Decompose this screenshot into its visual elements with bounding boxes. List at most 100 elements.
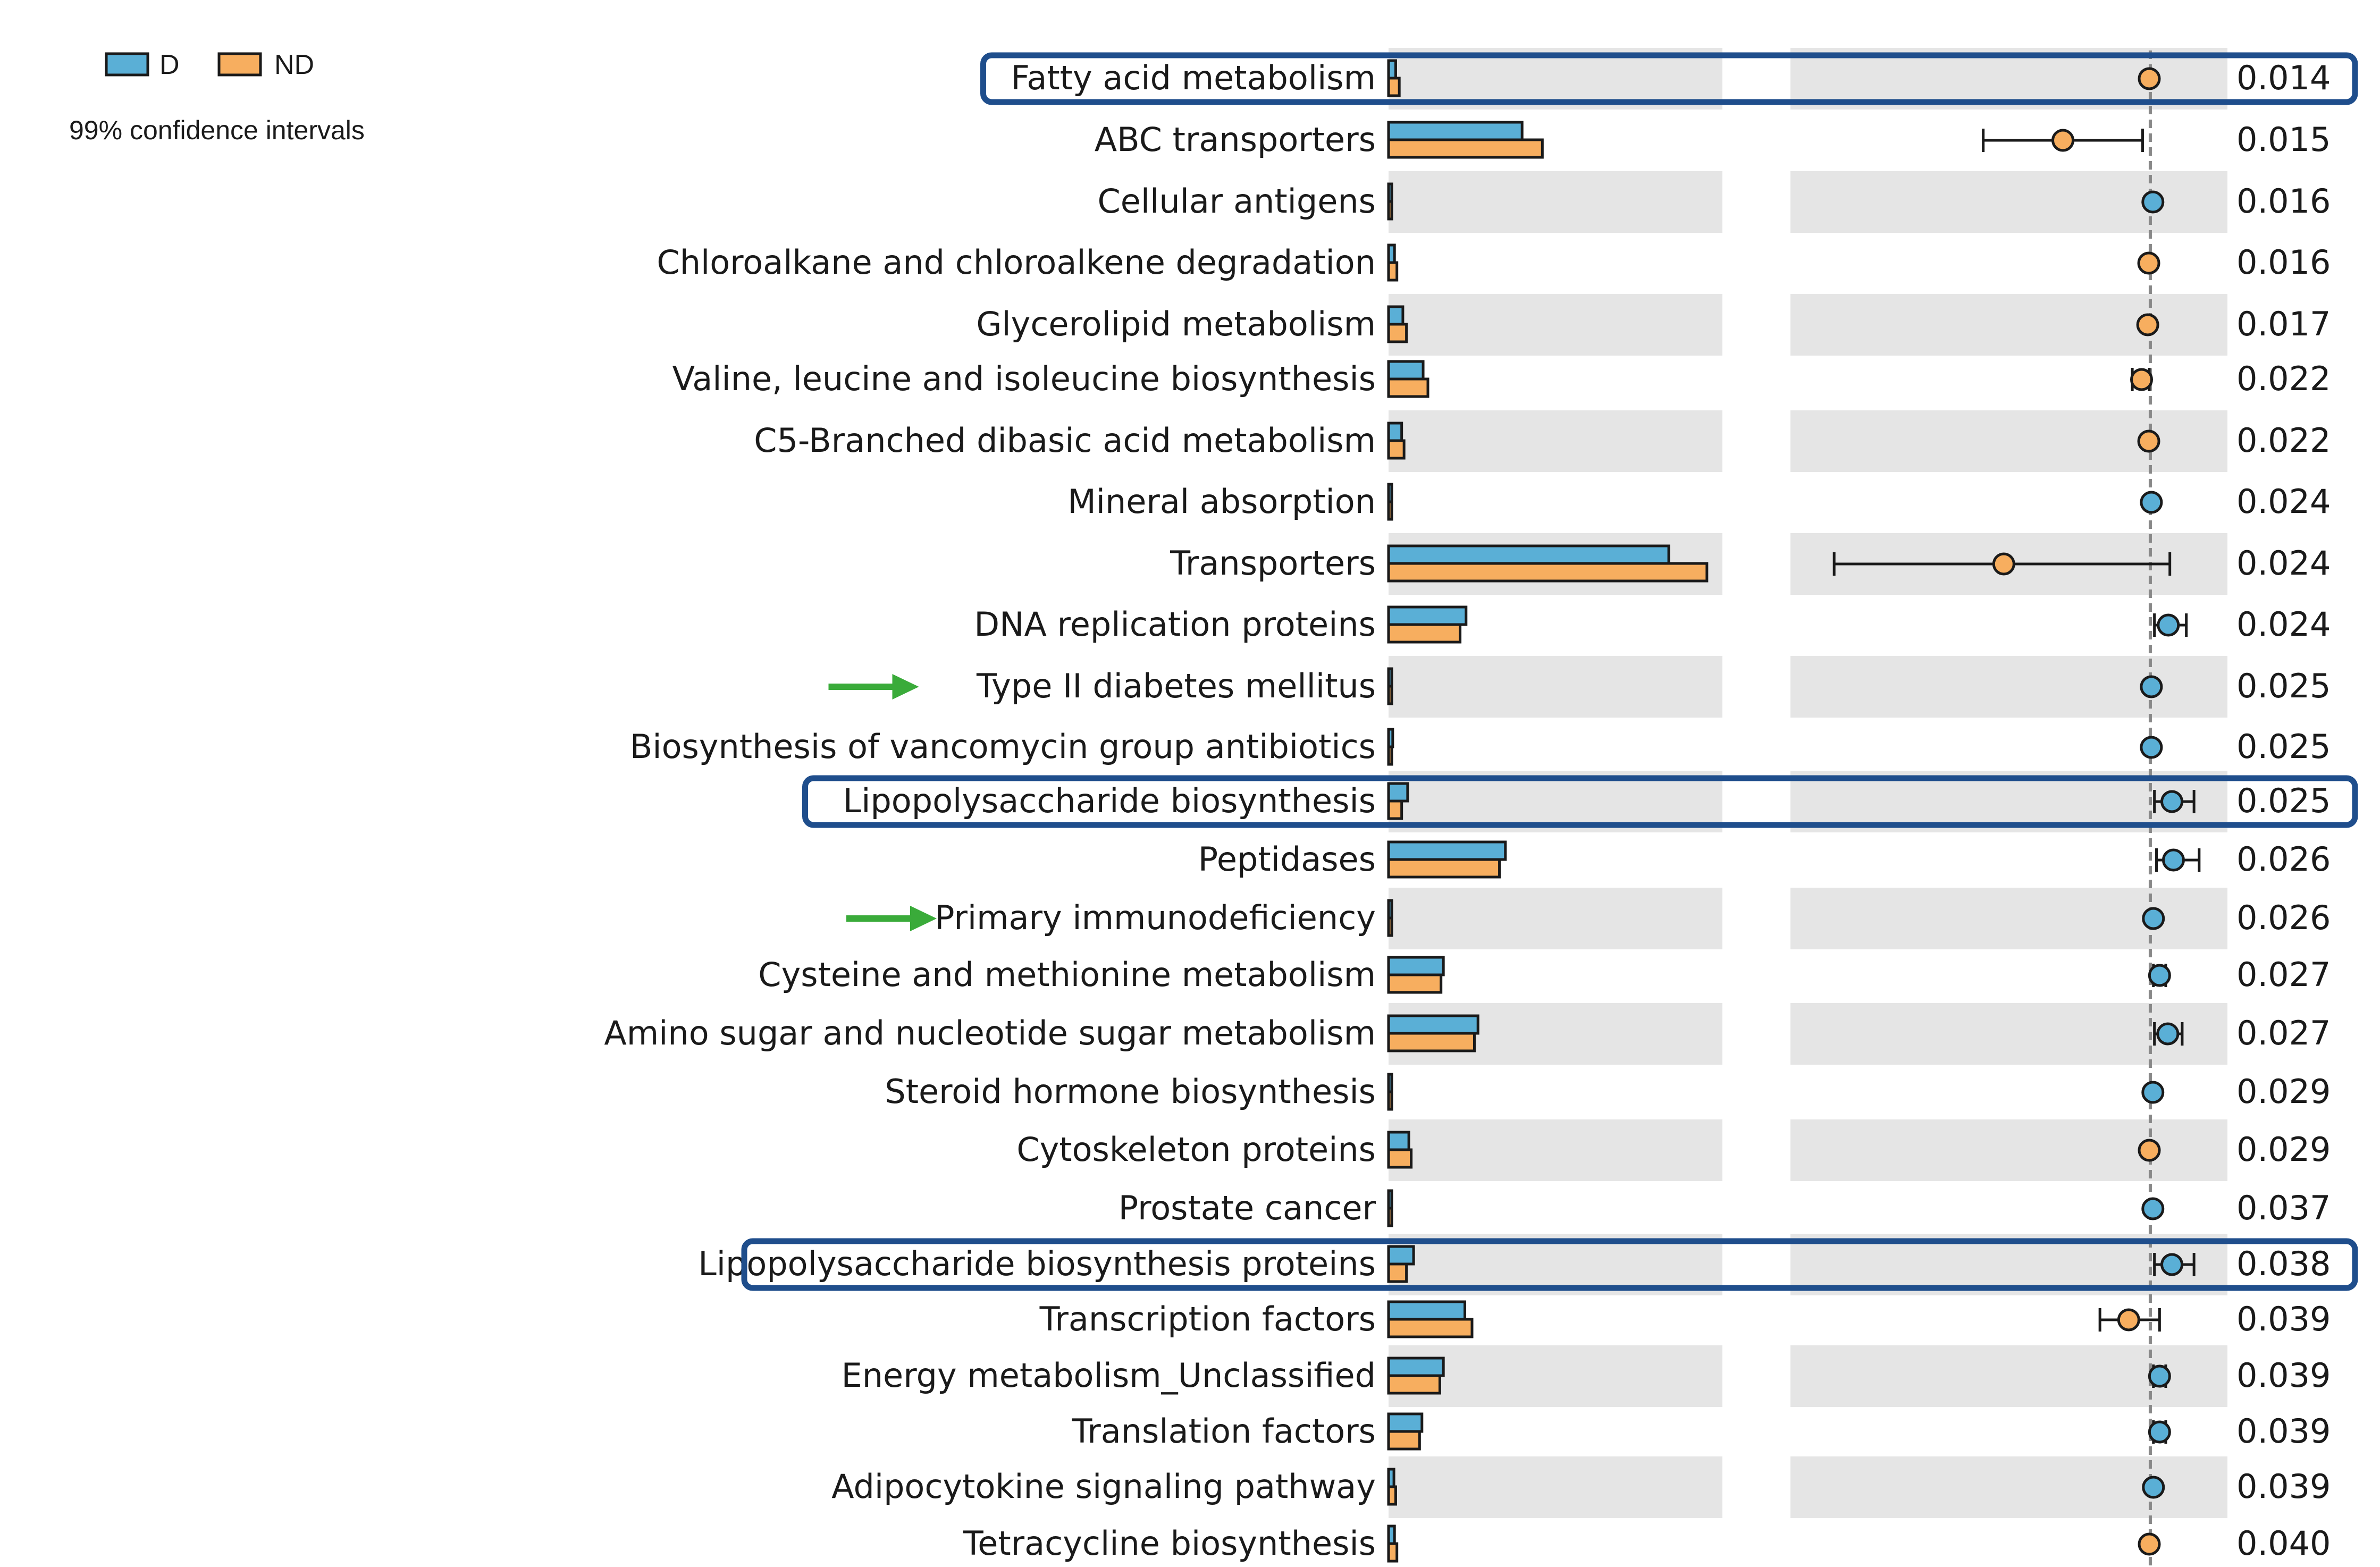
diff-point (2141, 1197, 2165, 1220)
bar-d (1387, 305, 1405, 326)
chart-row: Transporters 0.024 (1170, 544, 2331, 583)
row-label: Adipocytokine signaling pathway (831, 1467, 1376, 1506)
bar-nd (1387, 562, 1709, 583)
chart-row: Lipopolysaccharide biosynthesis 0.025 (843, 781, 2331, 820)
p-value: 0.014 (2236, 58, 2331, 97)
bar-nd (1387, 1032, 1476, 1052)
bar-nd (1387, 138, 1544, 159)
bar-nd (1387, 261, 1399, 282)
diff-point (2051, 129, 2075, 152)
chart-row: Primary immunodeficiency 0.026 (846, 898, 2331, 937)
bar-nd (1387, 1542, 1399, 1563)
chart-rows: Fatty acid metabolism 0.014 ABC transporte… (604, 58, 2331, 1563)
chart-row: Biosynthesis of vancomycin group antibio… (630, 727, 2331, 766)
row-label: Primary immunodeficiency (935, 898, 1376, 937)
p-value: 0.025 (2236, 667, 2331, 705)
row-label: Energy metabolism_Unclassified (842, 1356, 1376, 1395)
p-value: 0.025 (2236, 781, 2331, 820)
row-band (1790, 1119, 2227, 1181)
highlight-boxes (741, 52, 2358, 1291)
row-label: Fatty acid metabolism (1011, 58, 1376, 97)
bar-nd (1387, 685, 1393, 705)
bar-nd (1387, 1374, 1441, 1395)
diff-point (1992, 552, 2015, 576)
legend-swatch-d (105, 52, 149, 77)
diff-point (2142, 907, 2165, 930)
row-label: Type II diabetes mellitus (976, 667, 1376, 705)
p-value: 0.015 (2236, 120, 2331, 159)
diff-point (2156, 1022, 2180, 1046)
diff-point (2162, 848, 2185, 872)
bar-d (1387, 1524, 1396, 1545)
row-label: Cellular antigens (1097, 182, 1376, 221)
p-value: 0.040 (2236, 1524, 2331, 1563)
bar-d (1387, 182, 1393, 203)
chart-row: DNA replication proteins 0.024 (974, 605, 2331, 644)
chart-row: Translation factors 0.039 (1072, 1412, 2331, 1451)
bar-nd (1387, 1485, 1397, 1506)
diff-point (2160, 790, 2184, 813)
diff-point (2140, 736, 2163, 759)
highlight-box (741, 1238, 2358, 1291)
row-label: Lipopolysaccharide biosynthesis (843, 781, 1376, 820)
row-band (1389, 294, 1722, 356)
p-value: 0.027 (2236, 955, 2331, 994)
diff-point (2148, 964, 2171, 987)
bar-nd (1387, 1090, 1393, 1111)
row-label: Cysteine and methionine metabolism (758, 955, 1376, 994)
bar-d (1387, 483, 1393, 503)
legend: D ND 99% confidence intervals (69, 49, 365, 145)
highlight-box (802, 775, 2358, 828)
bar-d (1387, 360, 1425, 381)
chart-row: Cytoskeleton proteins 0.029 (1016, 1130, 2331, 1169)
row-band (1790, 294, 2227, 356)
bar-d (1387, 1468, 1395, 1488)
chart-row: Mineral absorption 0.024 (1067, 482, 2331, 521)
row-label: Steroid hormone biosynthesis (885, 1072, 1376, 1111)
chart-row: Adipocytokine signaling pathway 0.039 (831, 1467, 2331, 1506)
row-label: Amino sugar and nucleotide sugar metabol… (604, 1014, 1376, 1052)
bar-d (1387, 1131, 1410, 1151)
bar-nd (1387, 77, 1401, 97)
bar-d (1387, 605, 1468, 626)
diff-point (2138, 1532, 2161, 1556)
p-value: 0.039 (2236, 1412, 2331, 1451)
legend-label-nd: ND (274, 49, 314, 80)
bar-d (1387, 1357, 1445, 1377)
row-label: DNA replication proteins (974, 605, 1376, 644)
diff-point (2141, 1081, 2165, 1104)
p-value: 0.037 (2236, 1189, 2331, 1227)
bar-d (1387, 840, 1507, 861)
row-band (1389, 1456, 1722, 1518)
p-value: 0.022 (2236, 359, 2331, 398)
row-band (1389, 888, 1722, 949)
row-band (1389, 656, 1722, 718)
p-value: 0.039 (2236, 1300, 2331, 1338)
diff-point (2141, 190, 2165, 214)
p-value: 0.026 (2236, 840, 2331, 879)
bar-d (1387, 1300, 1467, 1321)
bar-nd (1387, 200, 1393, 221)
p-value: 0.017 (2236, 305, 2331, 343)
bar-d (1387, 1073, 1393, 1093)
bar-d (1387, 422, 1403, 442)
p-value: 0.029 (2236, 1130, 2331, 1169)
chart-row: Peptidases 0.026 (1198, 840, 2331, 879)
bar-d (1387, 899, 1393, 920)
chart-row: ABC transporters 0.015 (1095, 120, 2331, 159)
chart-row: Amino sugar and nucleotide sugar metabol… (604, 1014, 2331, 1052)
confidence-interval-note: 99% confidence intervals (69, 115, 365, 145)
diff-point (2137, 251, 2160, 275)
row-bands (1389, 48, 2227, 1518)
bar-nd (1387, 858, 1501, 879)
bar-d (1387, 121, 1524, 141)
row-label: Biosynthesis of vancomycin group antibio… (630, 727, 1376, 766)
chart-row: Valine, leucine and isoleucine biosynthe… (672, 359, 2331, 398)
highlight-arrow (846, 906, 937, 931)
p-value: 0.016 (2236, 243, 2331, 282)
row-label: Valine, leucine and isoleucine biosynthe… (672, 359, 1376, 398)
bar-nd (1387, 377, 1429, 398)
diff-point (2157, 613, 2180, 637)
chart-row: Glycerolipid metabolism 0.017 (976, 305, 2331, 343)
chart-row: Energy metabolism_Unclassified 0.039 (842, 1356, 2331, 1395)
